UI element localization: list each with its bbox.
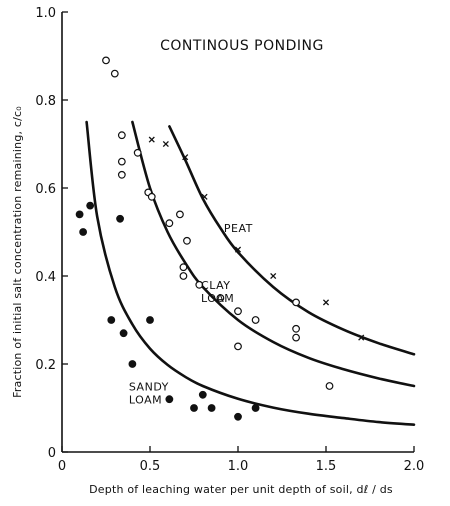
- y-tick-label: 0.2: [35, 358, 56, 373]
- sandy-loam-point: [116, 214, 124, 223]
- x-marker-stroke: [322, 299, 330, 306]
- clay-loam-point: [251, 316, 260, 324]
- x-tick-label: 2.0: [404, 459, 425, 474]
- peat-curve: [168, 125, 416, 356]
- clay-loam-point: [165, 219, 174, 228]
- y-axis-label: Fraction of initial salt concentration r…: [11, 106, 24, 398]
- sandy-loam-point: [107, 316, 116, 324]
- clay-loam-point: [292, 298, 300, 307]
- x-marker-stroke: [162, 140, 169, 148]
- clay-loam-point: [183, 236, 191, 245]
- clay-loam-point: [110, 69, 119, 78]
- peat-point: [322, 299, 330, 306]
- sandy-loam-point: [165, 395, 174, 404]
- series-label: SANDY LOAM: [129, 380, 169, 406]
- series-label-line: LOAM: [201, 292, 234, 305]
- sandy-loam-point: [75, 210, 84, 219]
- sandy-loam-point: [207, 404, 216, 412]
- clay-loam-point: [117, 131, 126, 140]
- clay-loam-point: [292, 324, 300, 333]
- peat-point: [201, 193, 208, 200]
- data-points: [75, 56, 365, 421]
- series-label: PEAT: [224, 222, 253, 235]
- peat-point: [182, 154, 189, 161]
- y-tick-label: 0: [48, 446, 56, 461]
- series-label-line: SANDY: [129, 380, 169, 393]
- x-marker-stroke: [358, 334, 365, 341]
- sandy-loam-curve: [85, 120, 416, 426]
- sandy-loam-point: [146, 316, 154, 324]
- clay-loam-point: [179, 263, 188, 272]
- peat-point: [162, 140, 169, 148]
- clay-loam-point: [195, 280, 204, 289]
- sandy-loam-point: [79, 228, 88, 236]
- sandy-loam-point: [86, 201, 95, 210]
- series-label-line: CLAY: [201, 279, 230, 292]
- y-tick-label: 1.0: [35, 6, 56, 21]
- clay-loam-point: [234, 342, 242, 351]
- x-marker-stroke: [201, 193, 208, 200]
- peat-point: [234, 246, 242, 253]
- sandy-loam-point: [128, 360, 137, 368]
- x-tick-label: 0.5: [140, 459, 161, 474]
- sandy-loam-point: [190, 404, 198, 412]
- clay-loam-point: [102, 56, 110, 65]
- peat-point: [270, 272, 277, 280]
- series-label-line: LOAM: [129, 393, 162, 406]
- clay-loam-point: [216, 294, 225, 302]
- series-label-line: PEAT: [224, 222, 253, 235]
- sandy-loam-point: [234, 412, 242, 421]
- x-tick-label: 1.5: [316, 459, 337, 474]
- sandy-loam-point: [119, 329, 128, 338]
- y-tick-label: 0.4: [35, 270, 56, 285]
- x-marker-stroke: [234, 246, 242, 253]
- clay-loam-point: [234, 307, 242, 316]
- chart-title: CONTINOUS PONDING: [160, 38, 324, 54]
- clay-loam-curve: [131, 120, 416, 388]
- x-marker-stroke: [182, 154, 189, 161]
- x-tick-label: 0: [58, 459, 66, 474]
- axis-ticks: 0 0.5 1.0 1.5 2.0 0 0.2 0.4 0.6 0.8 1.0: [35, 6, 424, 474]
- x-marker-stroke: [148, 136, 155, 143]
- peat-point: [358, 334, 365, 341]
- fitted-curves: [85, 120, 416, 426]
- sandy-loam-point: [251, 404, 260, 412]
- x-marker-stroke: [270, 272, 277, 280]
- clay-loam-point: [179, 272, 188, 280]
- clay-loam-point: [117, 157, 126, 166]
- sandy-loam-point: [198, 390, 207, 399]
- peat-point: [148, 136, 155, 143]
- clay-loam-point: [176, 210, 184, 219]
- clay-loam-point: [117, 170, 126, 179]
- clay-loam-point: [292, 333, 300, 342]
- clay-loam-point: [147, 192, 156, 201]
- clay-loam-point: [325, 382, 334, 390]
- x-tick-label: 1.0: [228, 459, 249, 474]
- y-tick-label: 0.6: [35, 182, 56, 197]
- x-axis-label: Depth of leaching water per unit depth o…: [89, 483, 393, 496]
- clay-loam-point: [133, 148, 142, 157]
- series-label: CLAY LOAM: [201, 279, 234, 305]
- y-tick-label: 0.8: [35, 94, 56, 109]
